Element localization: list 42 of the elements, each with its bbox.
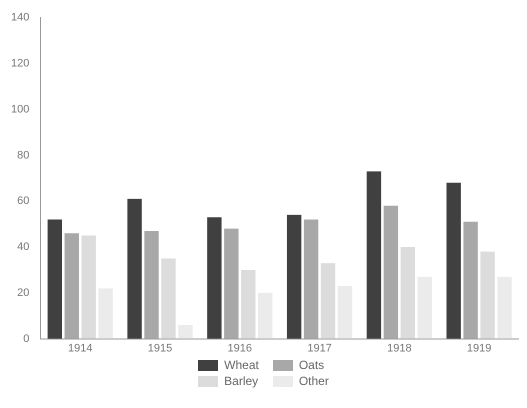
y-tick-label: 40 bbox=[17, 241, 30, 254]
x-tick-label: 1918 bbox=[387, 342, 412, 354]
bar bbox=[320, 263, 336, 339]
x-tick-label: 1915 bbox=[148, 342, 172, 354]
bar bbox=[127, 198, 142, 339]
bar bbox=[258, 292, 272, 339]
y-tick-label: 0 bbox=[23, 332, 30, 345]
bar bbox=[480, 252, 495, 339]
bar bbox=[98, 288, 113, 339]
bar bbox=[82, 236, 96, 339]
y-tick-label: 120 bbox=[10, 58, 30, 70]
bar bbox=[161, 258, 176, 339]
y-tick-label: 20 bbox=[17, 286, 30, 299]
y-tick-label: 140 bbox=[10, 12, 30, 24]
bar bbox=[224, 228, 239, 339]
bar bbox=[366, 171, 382, 339]
bar bbox=[178, 325, 193, 339]
x-tick-label: 1914 bbox=[68, 342, 92, 354]
bar bbox=[497, 276, 512, 339]
bar bbox=[64, 233, 79, 339]
y-tick-label: 80 bbox=[17, 149, 30, 162]
bar bbox=[144, 230, 159, 339]
x-tick-label: 1917 bbox=[307, 342, 332, 354]
y-tick-label: 100 bbox=[10, 103, 30, 116]
bar bbox=[338, 286, 352, 339]
bar bbox=[286, 214, 302, 339]
legend-label: Barley bbox=[224, 374, 258, 388]
legend-label: Oats bbox=[298, 358, 324, 372]
bar bbox=[304, 219, 318, 339]
x-tick-label: 1919 bbox=[466, 342, 492, 354]
bar bbox=[207, 217, 222, 339]
bar bbox=[241, 270, 256, 339]
legend-label: Wheat bbox=[224, 358, 259, 372]
bar bbox=[418, 276, 432, 339]
bar bbox=[446, 182, 461, 339]
bar bbox=[400, 247, 416, 339]
bar bbox=[48, 219, 62, 339]
bar bbox=[384, 206, 398, 339]
legend-label: Other bbox=[298, 374, 329, 388]
y-tick-label: 60 bbox=[17, 195, 30, 208]
bar bbox=[463, 222, 478, 339]
x-tick-label: 1916 bbox=[228, 342, 252, 354]
